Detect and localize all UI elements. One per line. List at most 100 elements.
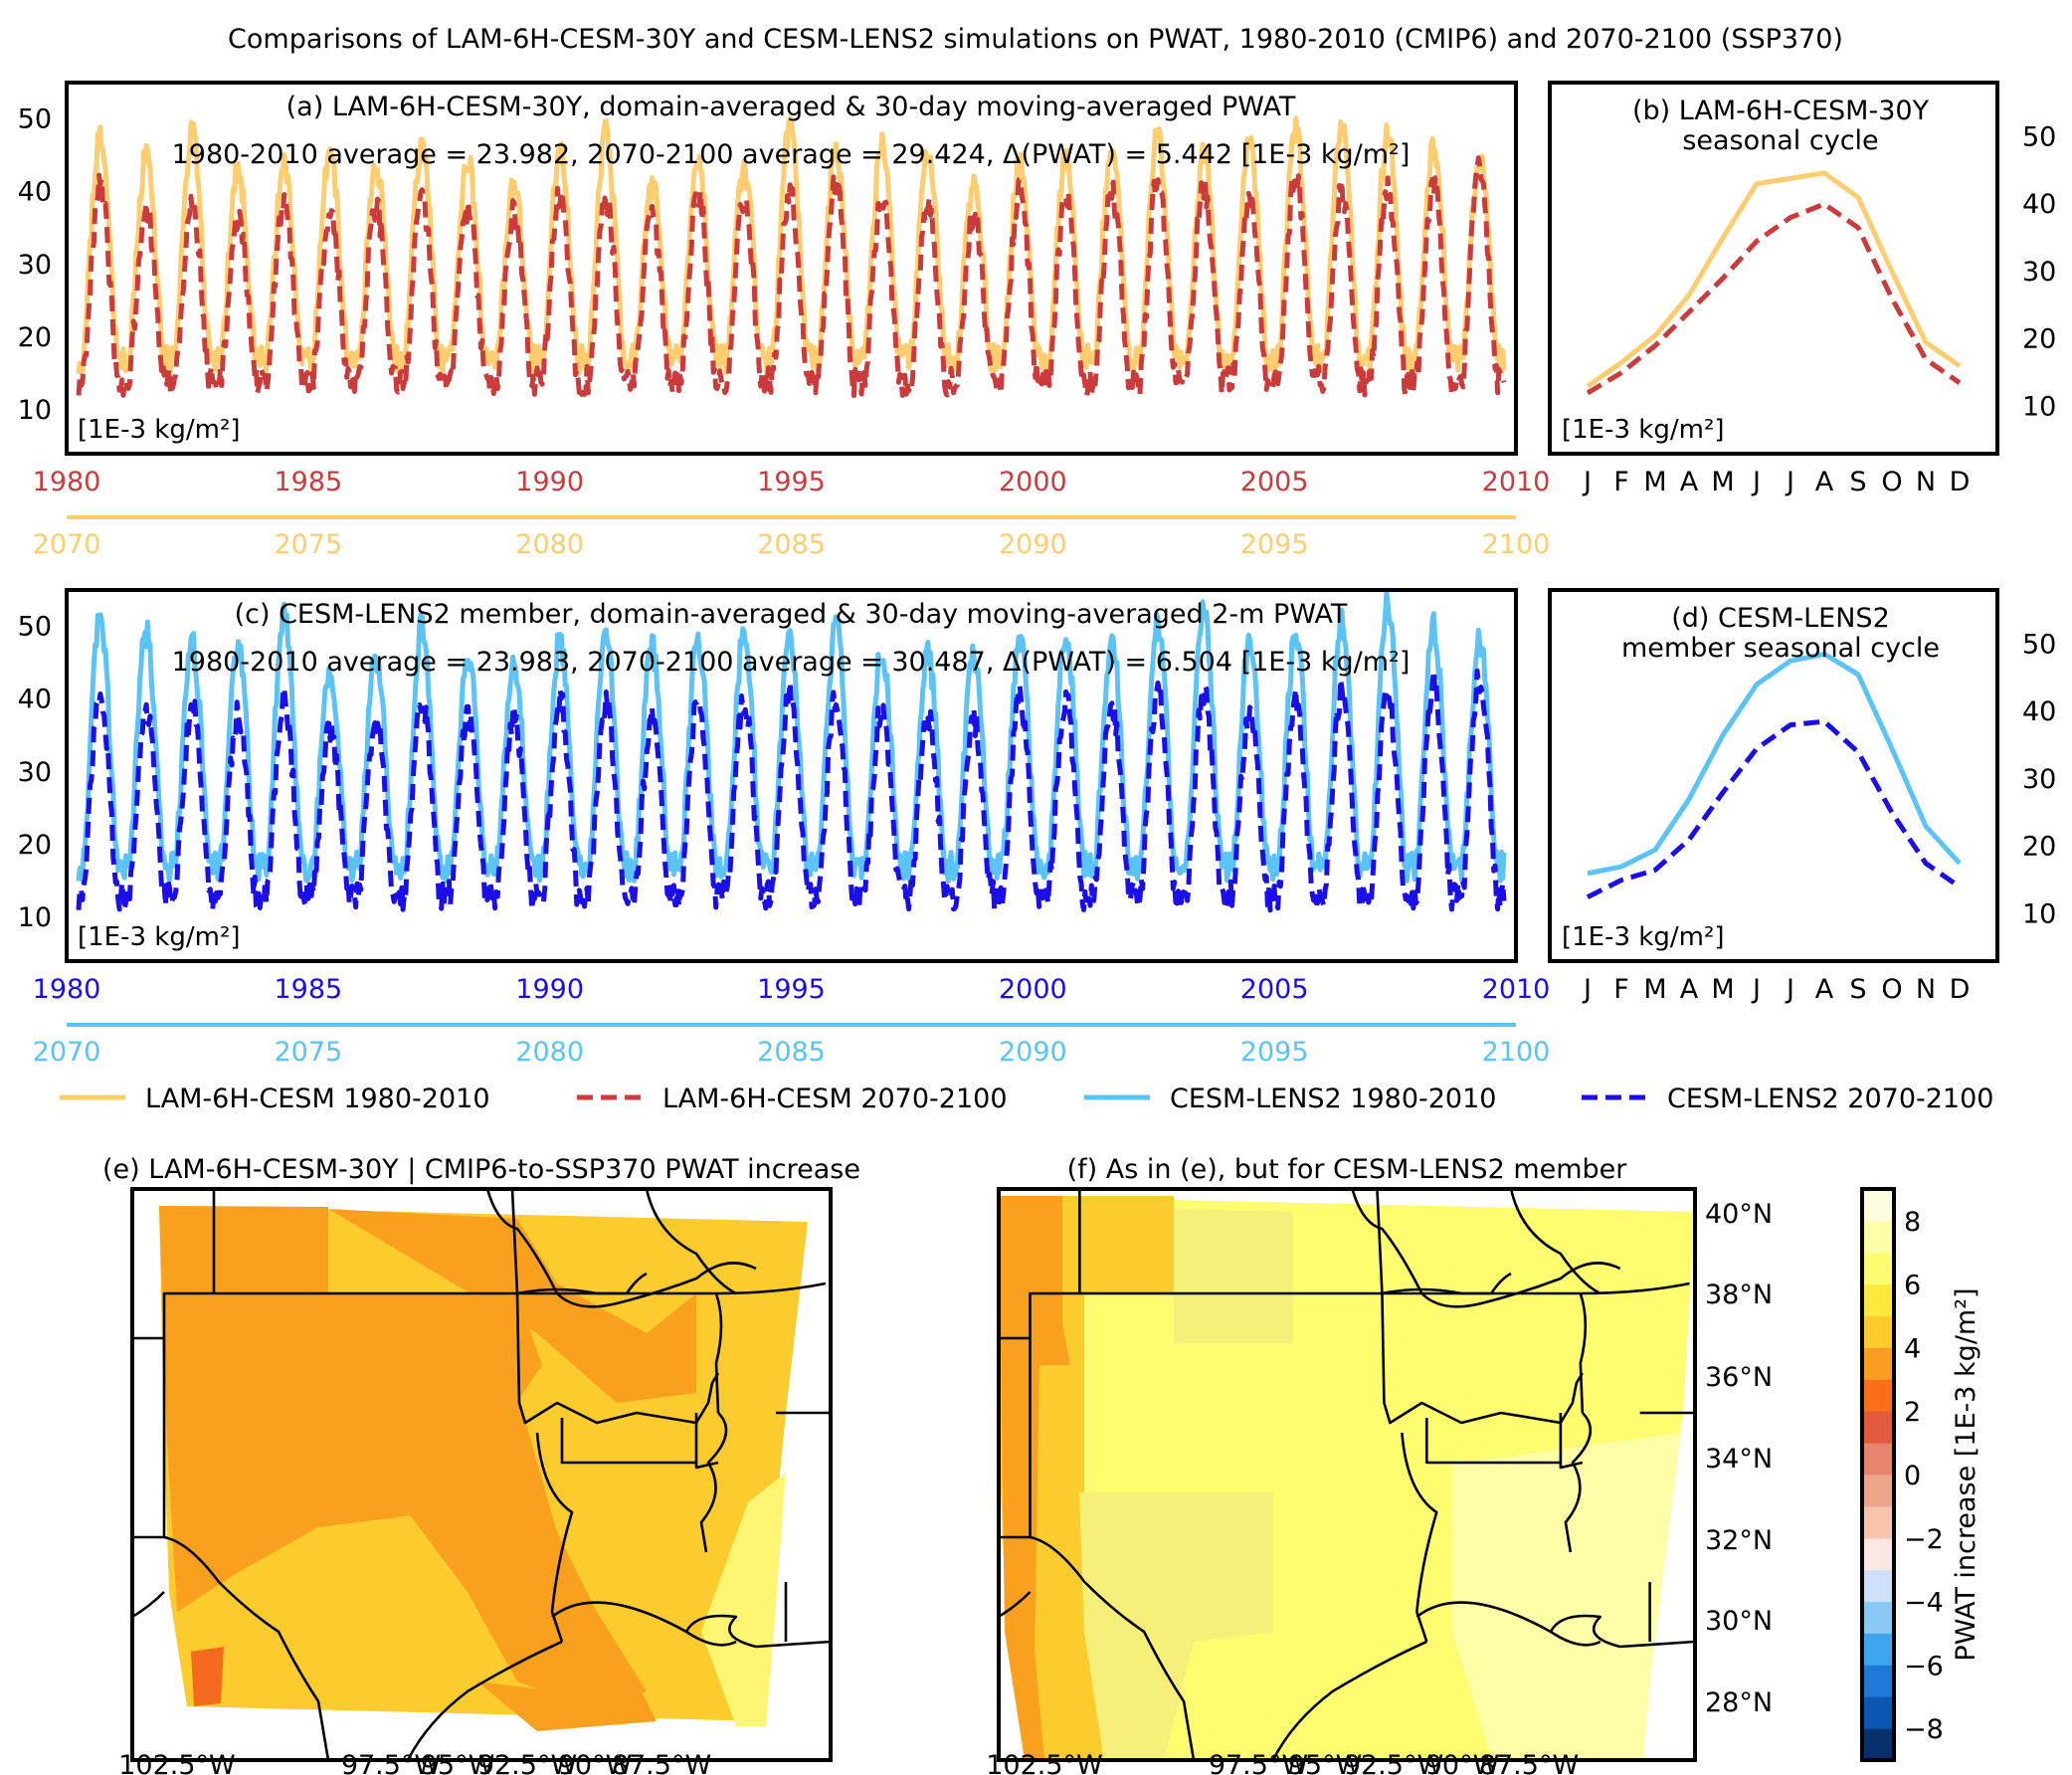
x-tick-label-top: 1995 bbox=[757, 974, 826, 1005]
y-tick-label: 40 bbox=[2022, 189, 2056, 220]
panel-b-title-line2: seasonal cycle bbox=[1682, 125, 1878, 156]
x-tick-label-top: 1990 bbox=[515, 467, 584, 497]
series-line-lam_fut bbox=[76, 155, 1507, 398]
panel-d: (d) CESM-LENS2 member seasonal cycle [1E… bbox=[1548, 588, 2056, 1005]
month-tick-label: N bbox=[1916, 467, 1936, 497]
month-tick-label: J bbox=[1582, 974, 1592, 1005]
month-tick-label: M bbox=[1643, 467, 1666, 497]
colorbar-cell bbox=[1862, 1315, 1894, 1348]
month-tick-label: A bbox=[1815, 974, 1834, 1005]
lat-tick-label: 34°N bbox=[1705, 1444, 1773, 1475]
lon-tick-label: 92.5°W bbox=[477, 1750, 577, 1775]
y-tick-label: 50 bbox=[2022, 629, 2056, 660]
lon-tick-label: 102.5°W bbox=[986, 1750, 1103, 1775]
month-tick-label: S bbox=[1849, 467, 1866, 497]
x-tick-label-bottom: 2100 bbox=[1482, 1037, 1551, 1068]
panel-b-lines bbox=[1586, 170, 1962, 396]
panel-a-subtitle: 1980-2010 average = 23.982, 2070-2100 av… bbox=[172, 139, 1411, 170]
colorbar-cell bbox=[1862, 1633, 1894, 1666]
y-tick-label: 40 bbox=[18, 177, 52, 208]
state-border-segment bbox=[510, 1189, 720, 1425]
x-tick-label-top: 1995 bbox=[757, 467, 826, 497]
y-tick-label: 50 bbox=[18, 612, 52, 643]
colorbar-frame bbox=[1860, 1187, 1896, 1762]
panel-a: (a) LAM-6H-CESM-30Y, domain-averaged & 3… bbox=[18, 81, 1551, 560]
month-tick-label: D bbox=[1950, 467, 1971, 497]
panel-a-yticks: 10 20 30 40 50 bbox=[18, 104, 52, 427]
colorbar-ticks: 8 6 4 2 0 −2 −4 −6 −8 bbox=[1904, 1207, 1944, 1745]
lon-tick-label: 92.5°W bbox=[1344, 1750, 1443, 1775]
panel-e: (e) LAM-6H-CESM-30Y | CMIP6-to-SSP370 PW… bbox=[102, 1154, 860, 1775]
state-border-segment bbox=[694, 1413, 719, 1470]
state-border-segment bbox=[1271, 1640, 1427, 1760]
y-tick-label: 30 bbox=[18, 757, 52, 788]
y-tick-label: 10 bbox=[18, 902, 52, 933]
x-tick-label-bottom: 2085 bbox=[757, 1037, 826, 1068]
month-tick-label: M bbox=[1711, 974, 1734, 1005]
y-tick-label: 40 bbox=[18, 685, 52, 715]
colorbar-cell bbox=[1862, 1601, 1894, 1634]
colorbar-label: PWAT increase [1E-3 kg/m²] bbox=[1951, 1287, 1981, 1661]
colorbar-cell bbox=[1862, 1475, 1894, 1507]
state-border-segment bbox=[999, 1591, 1032, 1619]
y-tick-label: 50 bbox=[18, 104, 52, 135]
panel-d-title-line2: member seasonal cycle bbox=[1621, 633, 1940, 664]
state-border-segment bbox=[1401, 1432, 1438, 1643]
panel-e-frame bbox=[130, 1187, 833, 1762]
legend-label: LAM-6H-CESM 1980-2010 bbox=[145, 1084, 490, 1114]
lon-tick-label: 90°W bbox=[1425, 1750, 1500, 1775]
seasonal-line-lam_hist bbox=[1586, 170, 1962, 389]
panel-f-title: (f) As in (e), but for CESM-LENS2 member bbox=[1067, 1154, 1628, 1185]
colorbar-tick-label: 4 bbox=[1904, 1333, 1921, 1364]
colorbar-tick-label: 8 bbox=[1904, 1207, 1921, 1238]
colorbar-cell bbox=[1862, 1728, 1894, 1761]
month-tick-label: A bbox=[1815, 467, 1834, 497]
x-tick-label-bottom: 2085 bbox=[757, 529, 826, 560]
colorbar-tick-label: 0 bbox=[1904, 1461, 1921, 1491]
panel-c-yticks: 10 20 30 40 50 bbox=[18, 612, 52, 934]
panel-f-frame bbox=[997, 1187, 1697, 1762]
colorbar-tick-label: 2 bbox=[1904, 1397, 1921, 1428]
state-border-segment bbox=[551, 1601, 737, 1647]
state-border-segment bbox=[1564, 1412, 1593, 1553]
figure-title: Comparisons of LAM-6H-CESM-30Y and CESM-… bbox=[228, 24, 1843, 55]
state-border-segment bbox=[1415, 1601, 1601, 1647]
month-tick-label: A bbox=[1680, 467, 1699, 497]
lat-tick-label: 38°N bbox=[1705, 1280, 1773, 1310]
panel-f-lat-ticks: 40°N 38°N 36°N 34°N 32°N 30°N 28°N bbox=[1705, 1199, 1773, 1718]
colorbar-cell bbox=[1862, 1569, 1894, 1603]
state-border-segment bbox=[1351, 1189, 1621, 1308]
month-tick-label: F bbox=[1613, 974, 1629, 1005]
x-tick-label-bottom: 2075 bbox=[274, 529, 342, 560]
month-tick-label: S bbox=[1849, 974, 1866, 1005]
month-tick-label: N bbox=[1916, 974, 1936, 1005]
panel-d-unit: [1E-3 kg/m²] bbox=[1562, 922, 1725, 952]
state-border-segment bbox=[1559, 1413, 1584, 1470]
x-tick-label-top: 1990 bbox=[515, 974, 584, 1005]
panel-b-frame bbox=[1548, 81, 1999, 456]
lon-tick-label: 95°W bbox=[421, 1750, 495, 1775]
y-tick-label: 30 bbox=[2022, 764, 2056, 795]
panel-a-title: (a) LAM-6H-CESM-30Y, domain-averaged & 3… bbox=[286, 92, 1296, 122]
colorbar: 8 6 4 2 0 −2 −4 −6 −8 PWAT increase [1E-3 kg/m²] bbox=[1860, 1187, 1981, 1762]
x-tick-label-top: 2000 bbox=[999, 467, 1067, 497]
month-tick-label: A bbox=[1680, 974, 1699, 1005]
colorbar-cell bbox=[1862, 1505, 1894, 1539]
month-tick-label: J bbox=[1751, 974, 1761, 1005]
panel-f-lon-ticks: 102.5°W 97.5°W95°W92.5°W90°W87.5°W bbox=[986, 1750, 1579, 1775]
state-border-segment bbox=[1376, 1189, 1584, 1425]
month-tick-label: J bbox=[1751, 467, 1761, 497]
x-tick-label-bottom: 2100 bbox=[1482, 529, 1551, 560]
panel-b: (b) LAM-6H-CESM-30Y seasonal cycle [1E-3… bbox=[1548, 81, 2056, 497]
panel-c-lines bbox=[76, 590, 1507, 913]
panel-b-title-line1: (b) LAM-6H-CESM-30Y bbox=[1632, 96, 1930, 126]
legend-label: CESM-LENS2 2070-2100 bbox=[1667, 1084, 1993, 1114]
colorbar-tick-label: 6 bbox=[1904, 1271, 1921, 1301]
seasonal-line-lens_fut bbox=[1586, 718, 1962, 899]
panel-b-yticks: 10 20 30 40 50 bbox=[2022, 121, 2056, 422]
panel-a-frame bbox=[65, 81, 1518, 456]
lat-tick-label: 28°N bbox=[1705, 1687, 1773, 1718]
state-border-segment bbox=[1579, 1292, 1588, 1414]
panel-e-field-coast bbox=[477, 1681, 657, 1731]
state-border-segment bbox=[645, 1189, 737, 1295]
